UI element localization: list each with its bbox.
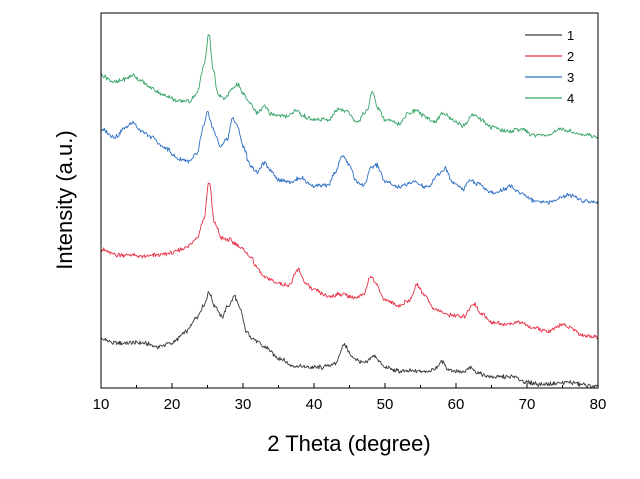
x-tick-label-80: 80 — [590, 396, 607, 413]
legend: 1 2 3 4 — [525, 28, 574, 106]
plot-frame — [100, 12, 599, 389]
x-tick-label-10: 10 — [93, 396, 110, 413]
legend-label-2: 2 — [567, 49, 574, 64]
series-line-2 — [100, 182, 599, 340]
x-axis: 10 20 30 40 50 60 70 80 — [93, 383, 607, 413]
x-tick-label-30: 30 — [235, 396, 252, 413]
x-tick-label-60: 60 — [448, 396, 465, 413]
series-line-3 — [100, 110, 599, 205]
legend-label-3: 3 — [567, 70, 574, 85]
x-tick-label-40: 40 — [306, 396, 323, 413]
x-axis-title: 2 Theta (degree) — [267, 431, 430, 456]
x-tick-label-70: 70 — [519, 396, 536, 413]
legend-label-1: 1 — [567, 28, 574, 43]
y-axis-title: Intensity (a.u.) — [52, 130, 77, 269]
series-layer — [100, 34, 599, 389]
series-line-1 — [100, 291, 599, 389]
x-tick-label-20: 20 — [164, 396, 181, 413]
x-tick-label-50: 50 — [377, 396, 394, 413]
series-line-4 — [100, 34, 599, 139]
legend-label-4: 4 — [567, 91, 574, 106]
